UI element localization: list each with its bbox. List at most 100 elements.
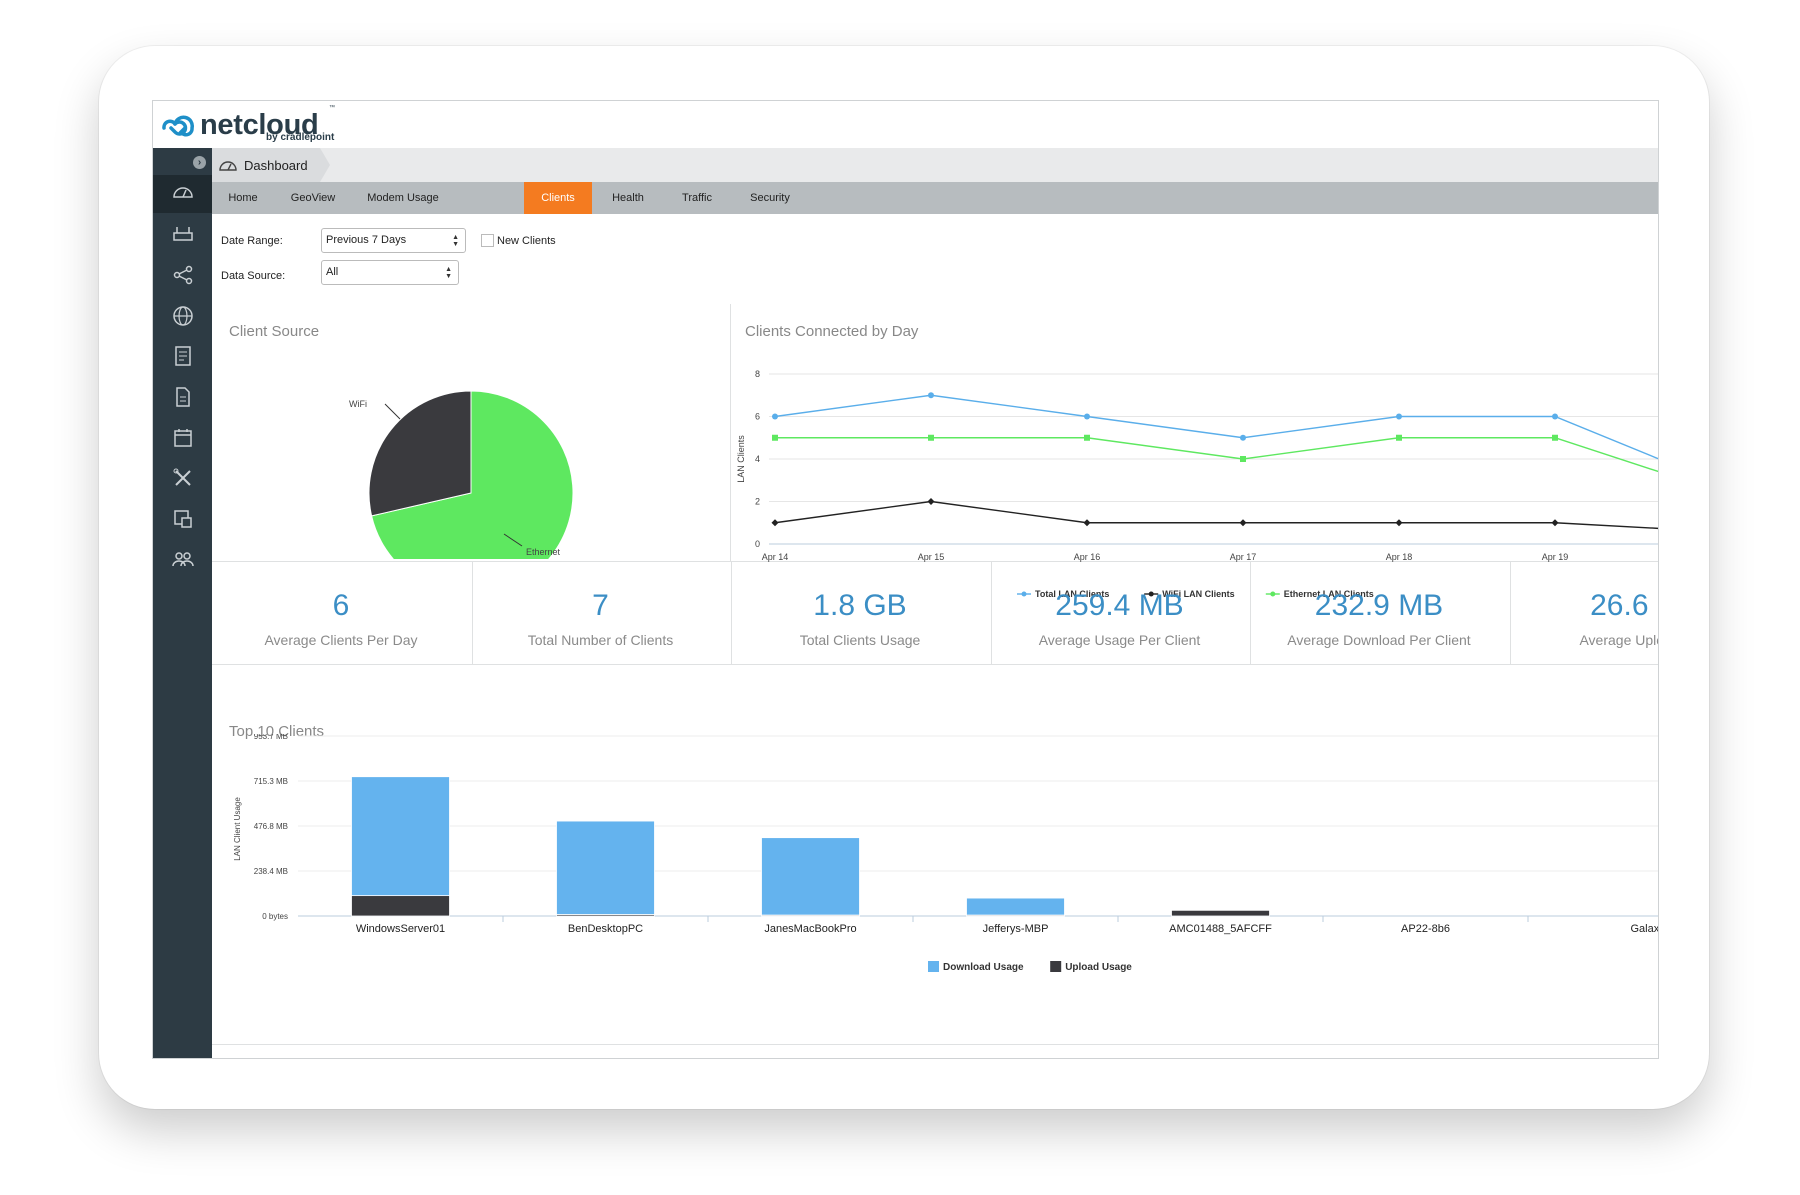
sidebar-item-reports[interactable] <box>153 337 212 375</box>
data-point[interactable] <box>928 392 934 399</box>
app-window: netcloud ™ by cradlepoint › Dashboard Ho… <box>152 100 1659 1059</box>
bar-download-usage[interactable] <box>761 837 860 916</box>
x-tick-label: Apr 15 <box>918 552 945 562</box>
pie-label-ethernet: Ethernet <box>526 547 561 557</box>
pie-slice-ethernet[interactable] <box>370 390 574 559</box>
y-tick-label: 953.7 MB <box>254 734 288 741</box>
x-tick-label: Jefferys-MBP <box>983 923 1049 935</box>
data-point[interactable] <box>1240 456 1246 462</box>
data-point[interactable] <box>1239 519 1247 527</box>
legend-label[interactable]: Ethernet LAN Clients <box>1284 589 1374 599</box>
x-tick-label: JanesMacBookPro <box>764 923 856 935</box>
clients-by-day-line-chart: 0 2 4 6 8 LAN Clients Apr 14 Apr 15 Apr 16 Apr 17… <box>736 369 1658 599</box>
divider <box>212 1044 1658 1045</box>
data-point[interactable] <box>1240 434 1246 441</box>
new-clients-checkbox[interactable] <box>481 234 494 247</box>
sidebar-item-apps[interactable] <box>153 500 212 538</box>
devices-icon <box>172 226 193 241</box>
legend-swatch <box>928 961 939 972</box>
sidebar-collapse-icon[interactable]: › <box>193 156 206 169</box>
breadcrumb-item[interactable]: Dashboard <box>212 148 330 182</box>
data-point[interactable] <box>1084 434 1090 441</box>
data-point[interactable] <box>1396 413 1402 420</box>
legend-label[interactable]: Total LAN Clients <box>1035 589 1109 599</box>
y-axis-label: LAN Client Usage <box>233 797 242 861</box>
data-point[interactable] <box>1396 434 1402 441</box>
brand-name: netcloud <box>200 109 319 141</box>
stat-label: Average Usage Per Client <box>1038 632 1201 648</box>
tab-home[interactable]: Home <box>228 192 258 204</box>
legend-label[interactable]: Upload Usage <box>1065 962 1132 973</box>
select-arrows-icon: ▲ ▼ <box>452 234 459 248</box>
legend-label[interactable]: Download Usage <box>943 962 1024 973</box>
sidebar-item-devices[interactable] <box>153 216 212 254</box>
data-point[interactable] <box>927 498 935 505</box>
data-point[interactable] <box>1551 519 1559 527</box>
sidebar-item-globe[interactable] <box>153 297 212 335</box>
date-range-select[interactable]: Previous 7 Days ▲ ▼ <box>321 228 466 253</box>
select-arrows-icon: ▲ ▼ <box>445 266 452 280</box>
legend-label[interactable]: WiFi LAN Clients <box>1162 589 1234 599</box>
tab-bar: Home GeoView Modem Usage Clients Health … <box>212 182 1658 214</box>
stat-label: Total Clients Usage <box>799 632 921 648</box>
bar-download-usage[interactable] <box>966 897 1065 916</box>
stat-value: 1.8 GB <box>813 589 907 622</box>
data-point[interactable] <box>1552 434 1558 441</box>
bar-upload-usage[interactable] <box>1171 909 1270 917</box>
brand-logo[interactable]: netcloud <box>161 103 319 148</box>
calendar-icon <box>173 428 192 447</box>
sidebar-item-document[interactable] <box>153 378 212 416</box>
data-point[interactable] <box>772 434 778 441</box>
document-icon <box>175 387 190 407</box>
bar-download-usage[interactable] <box>351 776 450 897</box>
y-tick-label: 2 <box>755 497 760 507</box>
data-source-value: All <box>326 266 339 278</box>
bar-upload-usage[interactable] <box>351 895 450 917</box>
tab-traffic[interactable]: Traffic <box>682 192 712 204</box>
data-point[interactable] <box>772 413 778 420</box>
legend-marker <box>1148 591 1154 597</box>
divider <box>731 561 732 664</box>
data-point[interactable] <box>928 434 934 441</box>
x-tick-label: Apr 14 <box>762 552 789 562</box>
y-tick-label: 238.4 MB <box>254 867 288 876</box>
sidebar-item-calendar[interactable] <box>153 419 212 457</box>
stat-label: Average Clients Per Day <box>264 632 418 648</box>
x-tick-label: WindowsServer01 <box>356 923 445 935</box>
tab-modem-usage[interactable]: Modem Usage <box>367 192 439 204</box>
legend-marker <box>1270 591 1276 597</box>
tab-security[interactable]: Security <box>750 192 790 204</box>
stat-value: 7 <box>592 589 609 622</box>
divider <box>212 561 1658 562</box>
new-clients-label: New Clients <box>497 235 556 247</box>
y-tick-label: 4 <box>755 454 760 464</box>
stat-label: Average Download Per Client <box>1287 632 1471 648</box>
pie-slice-wifi[interactable] <box>368 390 472 517</box>
netcloud-logo-icon <box>162 115 194 136</box>
stat-value: 259.4 MB <box>1055 589 1184 622</box>
network-share-icon <box>173 265 192 285</box>
divider <box>990 561 992 664</box>
tools-icon <box>173 468 191 486</box>
data-point[interactable] <box>1552 413 1558 420</box>
bar-download-usage[interactable] <box>556 820 655 915</box>
data-point[interactable] <box>1083 519 1091 527</box>
sidebar-item-dashboard[interactable] <box>153 175 212 213</box>
data-point[interactable] <box>771 519 779 527</box>
data-point[interactable] <box>1084 413 1090 420</box>
y-axis-label: LAN Clients <box>736 435 746 483</box>
sidebar-item-users[interactable] <box>153 540 212 578</box>
y-tick-label: 0 <box>755 539 760 549</box>
stat-value: 6 <box>332 589 350 622</box>
tab-geoview[interactable]: GeoView <box>290 192 336 204</box>
data-source-select[interactable]: All ▲ ▼ <box>321 260 459 285</box>
stat-value: 26.6 … <box>1590 589 1658 622</box>
sidebar-item-tools[interactable] <box>153 459 212 497</box>
data-point[interactable] <box>1395 519 1403 527</box>
top10-bar-chart: 0 bytes 238.4 MB 476.8 MB 715.3 MB 953.7 MB L… <box>233 734 1658 973</box>
tab-health[interactable]: Health <box>612 192 644 204</box>
tab-clients[interactable]: Clients <box>524 182 592 214</box>
pie-leader-line <box>503 533 523 547</box>
sidebar-item-network-share[interactable] <box>153 256 212 294</box>
stat-value: 232.9 MB <box>1314 589 1444 622</box>
